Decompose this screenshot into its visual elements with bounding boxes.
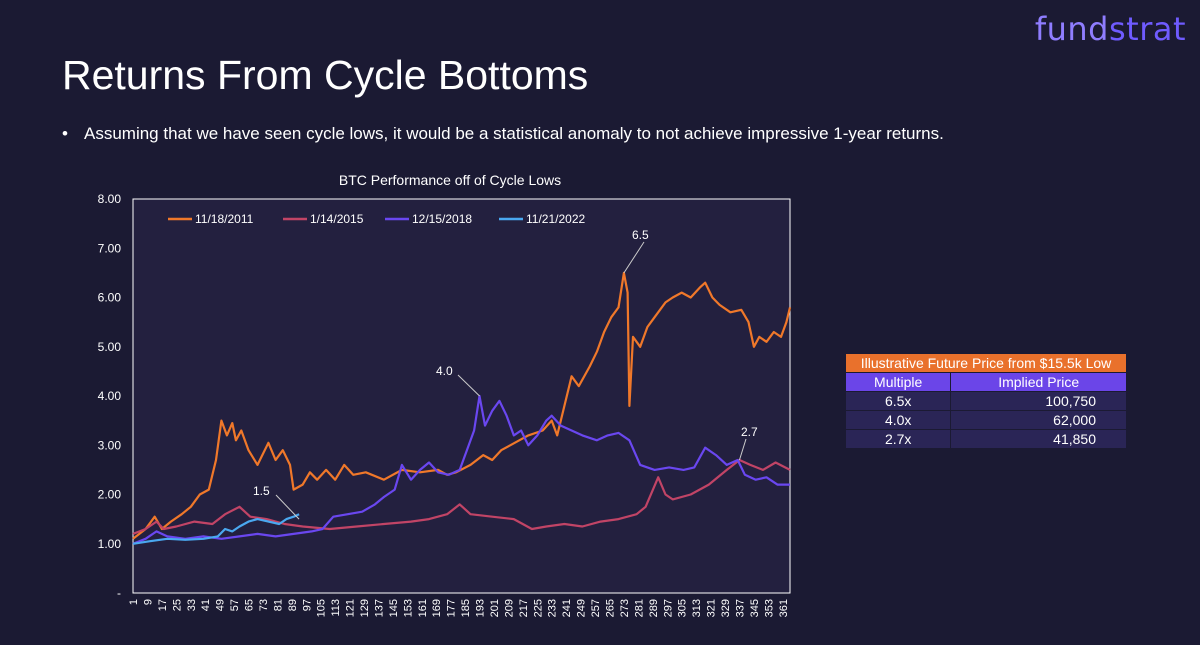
x-tick-label: 209 [503,599,515,617]
x-tick-label: 113 [330,599,342,617]
cell-price: 41,850 [950,429,1126,449]
x-tick-label: 289 [648,599,660,617]
x-tick-label: 321 [706,599,718,617]
line-chart: -1.002.003.004.005.006.007.008.001 9 17 25 3… [98,192,792,617]
annotation-label: 6.5 [632,228,649,242]
annotation-label: 2.7 [741,425,758,439]
x-tick-label: 193 [475,599,487,617]
x-tick-label: 257 [590,599,602,617]
annotation-leader [275,494,300,520]
x-tick-label: 49 [215,599,227,611]
chart-title: BTC Performance off of Cycle Lows [338,172,562,188]
annotation-label: 1.5 [253,484,270,498]
x-tick-label: 121 [345,599,357,617]
x-tick-label: 217 [518,599,530,617]
series-line-11-18-2011 [132,271,792,540]
page-title: Returns From Cycle Bottoms [62,52,589,98]
y-tick-label: - [117,586,121,600]
brand-logo-part1: fund [1034,10,1109,48]
x-tick-label: 305 [677,599,689,617]
x-tick-label: 241 [561,599,573,617]
cell-multiple: 2.7x [846,429,951,449]
x-tick-label: 89 [287,599,299,611]
table-title: Illustrative Future Price from $15.5k Lo… [846,354,1126,373]
legend-label: 11/21/2022 [526,212,585,226]
x-tick-label: 73 [258,599,270,611]
x-tick-label: 297 [662,599,674,617]
x-tick-label: 33 [186,599,198,611]
x-tick-label: 137 [373,599,385,617]
legend-label: 1/14/2015 [310,212,364,226]
y-tick-label: 3.00 [98,438,122,452]
x-tick-label: 345 [749,599,761,617]
y-tick-label: 1.00 [98,537,122,551]
y-tick-label: 8.00 [98,192,122,206]
x-tick-label: 129 [359,599,371,617]
y-tick-label: 2.00 [98,488,122,502]
plot-area [132,198,791,594]
series-line-12-15-2018 [132,394,790,545]
x-tick-label: 81 [272,599,284,611]
cell-multiple: 6.5x [846,391,951,411]
column-header-multiple: Multiple [846,372,951,392]
x-tick-label: 41 [200,599,212,611]
annotation-leader [457,374,480,397]
table-row: 6.5x 100,750 [846,391,1126,411]
y-tick-label: 5.00 [98,340,122,354]
series-line-1-14-2015 [132,458,791,535]
x-tick-label: 105 [316,599,328,617]
x-tick-label: 97 [301,599,313,611]
x-tick-label: 249 [576,599,588,617]
x-tick-label: 17 [157,599,169,611]
y-tick-label: 4.00 [98,389,122,403]
x-tick-label: 225 [532,599,544,617]
x-tick-label: 177 [446,599,458,617]
table-row: 4.0x 62,000 [846,410,1126,430]
column-header-implied-price: Implied Price [950,372,1126,392]
x-tick-label: 185 [460,599,472,617]
table-row: 2.7x 41,850 [846,429,1126,449]
x-tick-label: 337 [734,599,746,617]
legend-label: 11/18/2011 [195,212,254,226]
cell-price: 100,750 [950,391,1126,411]
annotation-label: 4.0 [436,364,453,378]
x-tick-label: 201 [489,599,501,617]
future-price-table: Illustrative Future Price from $15.5k Lo… [846,354,1126,449]
legend-label: 12/15/2018 [412,212,472,226]
x-tick-label: 281 [633,599,645,617]
x-tick-label: 233 [547,599,559,617]
x-tick-label: 145 [388,599,400,617]
bullet-text: Assuming that we have seen cycle lows, i… [84,124,944,143]
y-tick-label: 6.00 [98,291,122,305]
y-tick-label: 7.00 [98,241,122,255]
annotation-leader [738,438,747,461]
x-tick-label: 161 [417,599,429,617]
annotation-leader [623,241,645,274]
cell-multiple: 4.0x [846,410,951,430]
x-tick-label: 153 [402,599,414,617]
series-line-11-21-2022 [132,513,300,545]
x-tick-label: 353 [763,599,775,617]
x-tick-label: 329 [720,599,732,617]
x-tick-label: 1 [128,599,140,605]
x-tick-label: 65 [244,599,256,611]
brand-logo: fundstrat [1035,10,1186,48]
x-tick-label: 265 [605,599,617,617]
x-tick-label: 25 [171,599,183,611]
bullet-point: • Assuming that we have seen cycle lows, … [62,124,944,144]
x-tick-label: 169 [431,599,443,617]
cell-price: 62,000 [950,410,1126,430]
x-tick-label: 313 [691,599,703,617]
x-tick-label: 9 [142,599,154,605]
bullet-marker: • [62,124,68,143]
x-tick-label: 273 [619,599,631,617]
x-tick-label: 361 [778,599,790,617]
brand-logo-part2: strat [1108,10,1186,48]
x-tick-label: 57 [229,599,241,611]
